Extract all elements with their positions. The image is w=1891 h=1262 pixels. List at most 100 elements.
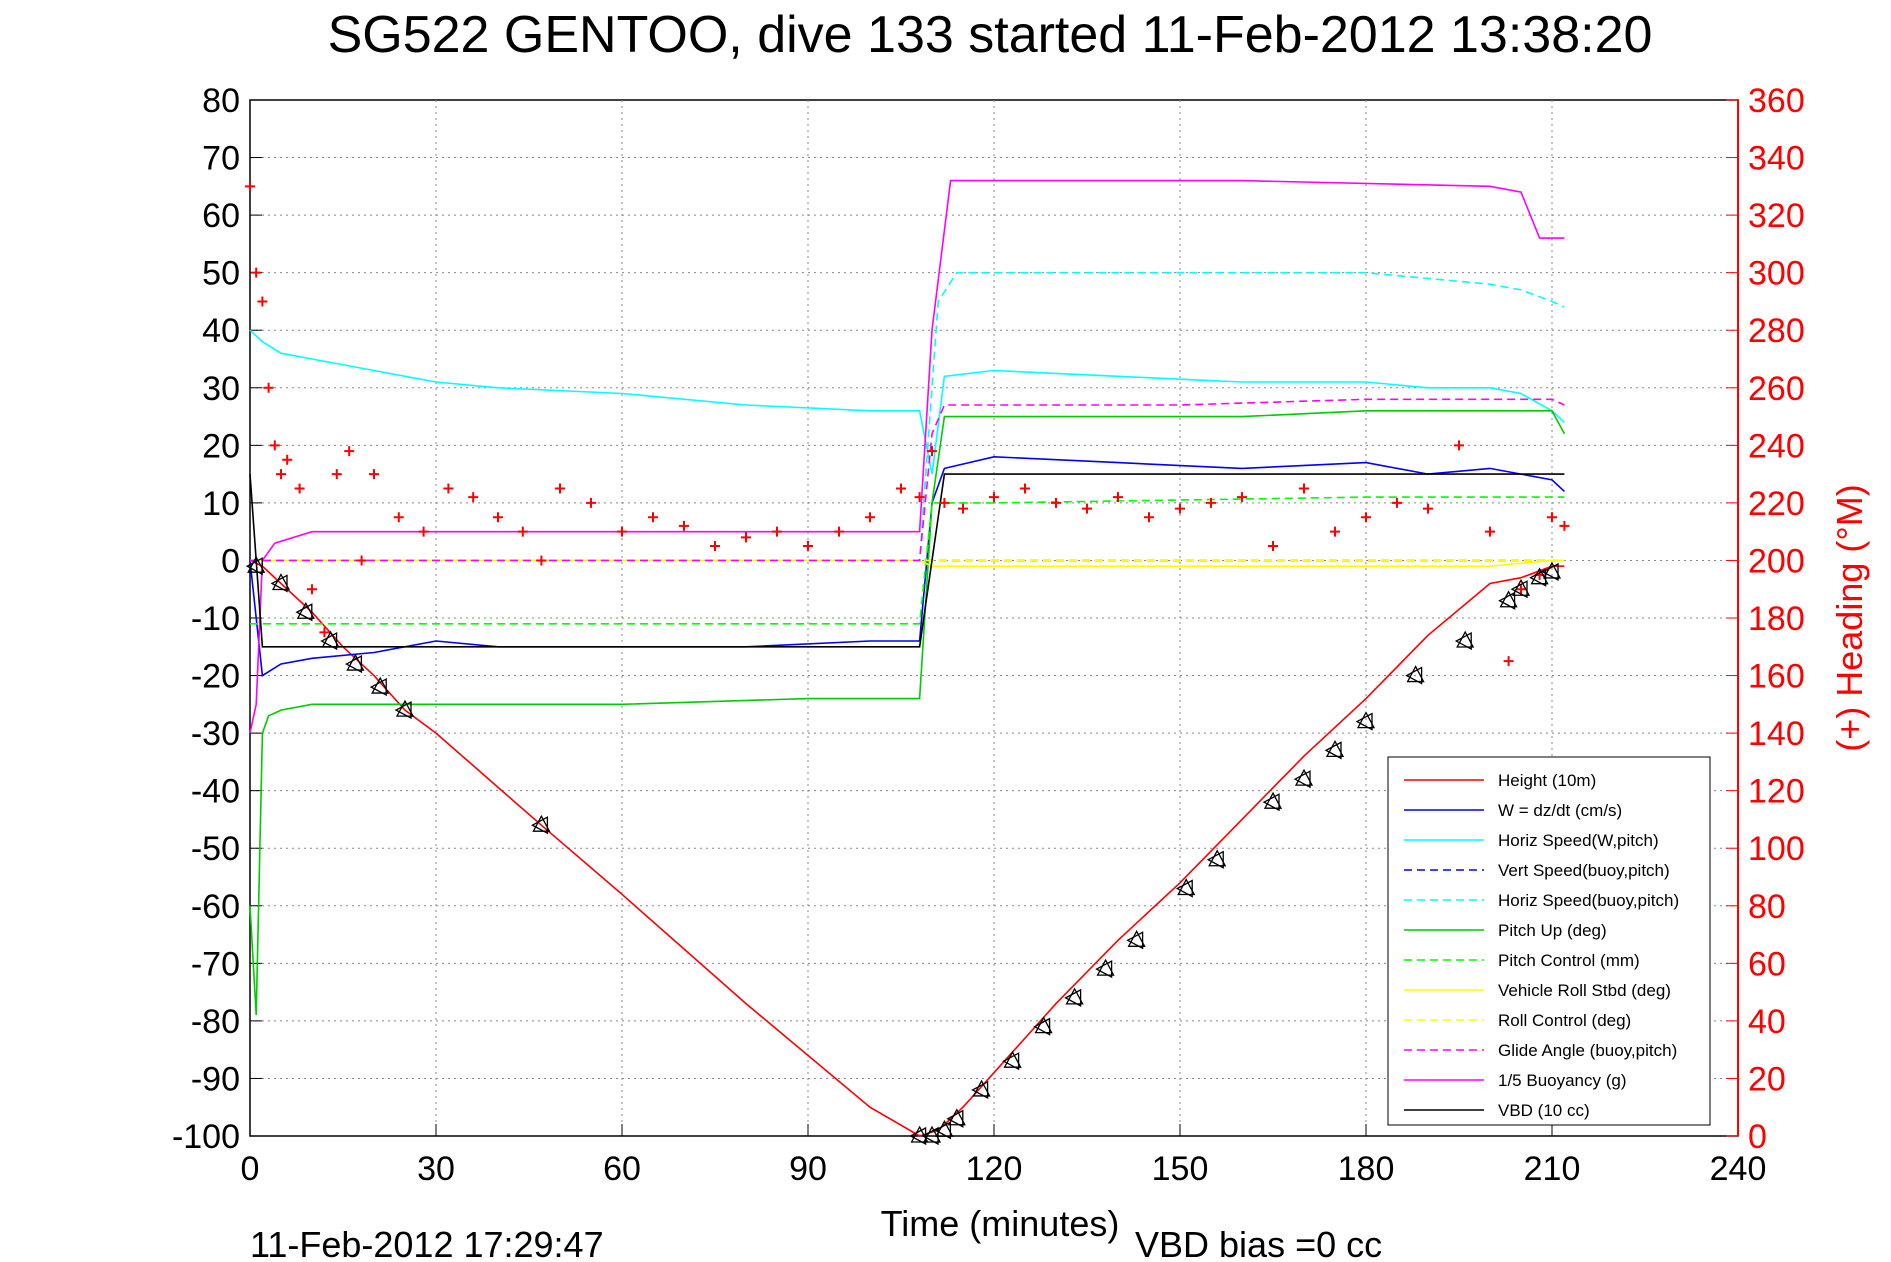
heading-point: [834, 526, 844, 537]
heading-point: [1020, 483, 1030, 494]
pressure-marker-up: [1096, 958, 1115, 976]
pressure-marker-left: [345, 654, 363, 674]
pressure-marker-left: [1126, 931, 1144, 950]
heading-point: [1547, 512, 1557, 523]
legend-label: Height (10m): [1498, 771, 1596, 790]
pressure-marker-up: [395, 699, 415, 717]
left-axis-ticks: 80 70 60 50 40 30 20 10 0 -10 -20 -30 -40 -50 -60 -70 -8…: [172, 82, 262, 1156]
y-tick-label: -10: [191, 600, 240, 638]
y2-tick-label: 100: [1748, 830, 1805, 868]
heading-point: [1454, 440, 1464, 451]
y-tick-label: -90: [191, 1060, 240, 1098]
heading-point: [344, 446, 355, 457]
pressure-marker-left: [1405, 666, 1423, 685]
heading-point: [393, 512, 404, 523]
pressure-marker-up: [1499, 590, 1518, 608]
pressure-marker-left: [1510, 580, 1528, 599]
pressure-marker-up: [1065, 987, 1084, 1005]
pressure-marker-left: [295, 603, 313, 622]
pressure-marker-up: [271, 573, 291, 591]
heading-point: [493, 512, 503, 523]
pressure-marker-left: [369, 677, 387, 697]
heading-point: [1559, 520, 1570, 531]
heading-point: [865, 512, 875, 523]
heading-point: [710, 541, 720, 552]
heading-point: [914, 492, 925, 503]
y2-tick-label: 180: [1748, 600, 1805, 638]
pressure-marker-left: [909, 1126, 927, 1146]
y-tick-label: -50: [191, 830, 240, 868]
pressure-marker-up: [1177, 878, 1196, 896]
pressure-marker-left: [320, 631, 338, 651]
legend-label: Pitch Up (deg): [1498, 921, 1607, 940]
pressure-marker-left: [1064, 988, 1082, 1007]
heading-point: [468, 492, 479, 503]
heading-point: [251, 267, 262, 278]
heading-point: [1206, 497, 1216, 508]
heading-point: [1330, 526, 1340, 537]
pressure-marker-up: [1127, 929, 1146, 947]
pressure-marker-left: [971, 1080, 989, 1100]
heading-point: [1423, 503, 1433, 514]
y2-tick-label: 160: [1748, 658, 1805, 696]
x-tick-label: 150: [1152, 1150, 1209, 1188]
x-tick-label: 0: [241, 1150, 260, 1188]
heading-point: [1144, 512, 1154, 523]
x-tick-label: 240: [1710, 1150, 1767, 1188]
heading-point: [307, 584, 317, 595]
heading-point: [517, 526, 528, 537]
heading-point: [772, 526, 782, 537]
heading-point: [1516, 584, 1526, 595]
y-tick-label: -30: [191, 715, 240, 753]
legend-label: 1/5 Buoyancy (g): [1498, 1071, 1627, 1090]
pressure-marker-up: [1456, 630, 1475, 648]
pressure-marker-left: [946, 1109, 964, 1128]
pressure-marker-left: [1033, 1017, 1051, 1036]
pressure-marker-up: [1325, 739, 1345, 758]
pressure-marker-up: [247, 555, 266, 573]
heading-point: [1503, 656, 1514, 667]
y-tick-label: -20: [191, 658, 240, 696]
pressure-marker-left: [1175, 879, 1193, 898]
y-tick-label: 70: [202, 140, 240, 178]
x-tick-label: 90: [789, 1150, 827, 1188]
pressure-markers: [245, 555, 1562, 1146]
y-tick-label: 30: [202, 370, 240, 408]
pressure-marker-up: [1356, 711, 1376, 729]
heading-point: [1392, 497, 1402, 508]
y-tick-label: -80: [191, 1003, 240, 1041]
pressure-marker-left: [531, 816, 549, 835]
heading-point: [555, 483, 565, 494]
heading-point: [1237, 492, 1247, 503]
heading-point: [1485, 526, 1495, 537]
heading-point: [1082, 503, 1092, 514]
heading-point: [276, 469, 286, 480]
heading-point: [1361, 512, 1371, 523]
series-layer: [249, 179, 1566, 1137]
legend-label: VBD (10 cc): [1498, 1101, 1590, 1120]
pressure-marker-left: [270, 574, 288, 593]
y2-tick-label: 340: [1748, 140, 1805, 178]
pressure-marker-up: [1208, 849, 1227, 867]
chart-legend: Height (10m) W = dz/dt (cm/s) Horiz Speed(…: [1387, 756, 1711, 1126]
pressure-marker-left: [934, 1121, 952, 1140]
pressure-marker-up: [1542, 561, 1562, 579]
series-line: [249, 179, 1565, 734]
y2-tick-label: 20: [1748, 1060, 1786, 1098]
y2-tick-label: 280: [1748, 312, 1805, 350]
heading-point: [803, 541, 813, 552]
pressure-marker-up: [1003, 1050, 1022, 1068]
y-tick-label: 0: [221, 542, 240, 580]
y-tick-label: 60: [202, 197, 240, 235]
y2-tick-label: 320: [1748, 197, 1805, 235]
heading-point: [927, 446, 937, 457]
y2-tick-label: 360: [1748, 82, 1805, 120]
heading-point: [418, 526, 429, 537]
pressure-marker-up: [1406, 665, 1425, 683]
x-axis-label: Time (minutes): [881, 1203, 1120, 1244]
heading-point: [1175, 503, 1185, 514]
pressure-marker-up: [1511, 578, 1531, 596]
heading-point: [1113, 492, 1123, 503]
pressure-marker-up: [321, 630, 340, 648]
